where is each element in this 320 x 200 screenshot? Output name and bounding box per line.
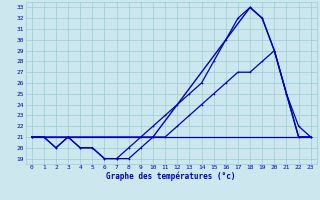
X-axis label: Graphe des températures (°c): Graphe des températures (°c)	[107, 172, 236, 181]
